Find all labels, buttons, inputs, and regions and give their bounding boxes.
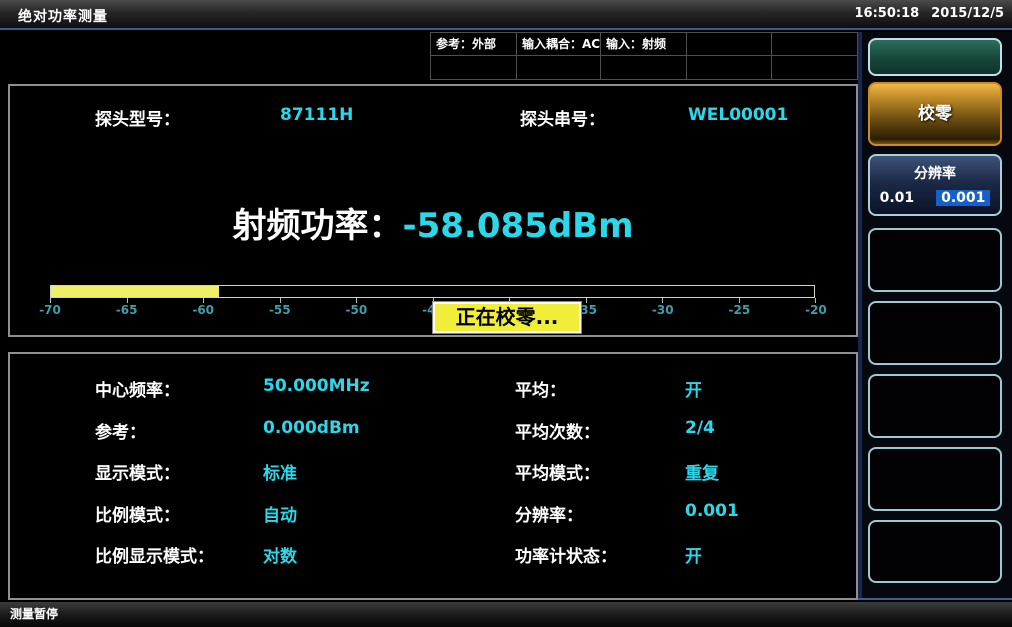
param-value: 50.000MHz <box>263 376 370 396</box>
rf-power-label: 射频功率： <box>232 206 403 246</box>
param-value: 0.000dBm <box>263 417 360 438</box>
param-row: 平均： 开 <box>515 376 855 418</box>
scale-tick-marks <box>50 298 816 303</box>
sidebar-button-blank[interactable] <box>868 228 1002 292</box>
tick-label: -25 <box>728 303 751 317</box>
probe-model-label: 探头型号： <box>95 110 180 130</box>
param-row: 分辨率： 0.001 <box>515 501 855 543</box>
measurement-panel: 探头型号： 87111H 探头串号： WEL00001 射频功率：-58.085… <box>8 84 858 337</box>
param-label: 分辨率： <box>515 505 583 526</box>
bottom-status-bar: 测量暂停 <box>0 602 1012 627</box>
param-label: 平均次数： <box>515 422 600 443</box>
probe-serial-value: WEL00001 <box>688 105 789 125</box>
sidebar-button-blank[interactable] <box>868 301 1002 365</box>
probe-model-value: 87111H <box>280 105 354 125</box>
tick-label: -60 <box>192 303 215 317</box>
rf-power-value: -58.085dBm <box>402 206 634 246</box>
zero-calibration-button[interactable]: 校零 <box>868 82 1002 146</box>
status-cell-empty <box>601 56 687 80</box>
param-value: 自动 <box>263 505 297 526</box>
param-label: 比例显示模式： <box>95 547 214 567</box>
param-value: 重复 <box>685 464 719 484</box>
status-cell-reference[interactable]: 参考：外部 <box>430 32 517 56</box>
clock: 16:50:18 2015/12/5 <box>843 6 1005 21</box>
status-cell-empty <box>430 56 517 80</box>
page-title: 绝对功率测量 <box>18 9 108 25</box>
status-cell-empty <box>517 56 601 80</box>
param-label: 参考： <box>95 422 146 443</box>
param-value: 开 <box>685 547 702 567</box>
tick-label: -30 <box>651 303 674 317</box>
sidebar-button-blank[interactable] <box>868 520 1002 583</box>
zeroing-progress-popup: 正在校零... <box>432 301 582 334</box>
sidebar-button-blank[interactable] <box>868 374 1002 438</box>
parameters-panel: 中心频率： 50.000MHz 参考： 0.000dBm 显示模式： 标准 比例模式：… <box>8 352 858 600</box>
param-value: 标准 <box>263 464 297 484</box>
params-left-column: 中心频率： 50.000MHz 参考： 0.000dBm 显示模式： 标准 比例模式：… <box>95 376 515 584</box>
status-cell-empty <box>772 56 858 80</box>
param-row: 显示模式： 标准 <box>95 459 515 501</box>
probe-serial-label: 探头串号： <box>520 110 605 130</box>
param-label: 平均： <box>515 381 566 401</box>
sidebar-button-blank[interactable] <box>868 447 1002 511</box>
params-right-column: 平均： 开 平均次数： 2/4 平均模式： 重复 分辨率： 0.001 功率计状态： 开 <box>515 376 855 584</box>
status-cell-coupling[interactable]: 输入耦合：AC <box>517 32 601 56</box>
tick-label: -50 <box>345 303 368 317</box>
resolution-button-title: 分辨率 <box>914 166 956 182</box>
param-row: 平均次数： 2/4 <box>515 418 855 460</box>
param-label: 功率计状态： <box>515 547 617 567</box>
param-row: 平均模式： 重复 <box>515 459 855 501</box>
tick-label: -55 <box>268 303 291 317</box>
param-row: 比例模式： 自动 <box>95 501 515 543</box>
resolution-option-0001-selected[interactable]: 0.001 <box>936 190 991 206</box>
param-row: 功率计状态： 开 <box>515 542 855 584</box>
status-cell-input[interactable]: 输入：射频 <box>601 32 687 56</box>
tick-label: -65 <box>115 303 138 317</box>
sidebar-button-active-blank[interactable] <box>868 38 1002 76</box>
status-cell-empty <box>687 32 772 56</box>
param-label: 比例模式： <box>95 505 180 526</box>
input-status-table: 参考：外部 输入耦合：AC 输入：射频 <box>430 32 858 80</box>
power-level-bar <box>50 285 815 298</box>
resolution-button[interactable]: 分辨率 0.01 0.001 <box>868 154 1002 216</box>
param-label: 显示模式： <box>95 464 180 484</box>
param-value: 开 <box>685 381 702 401</box>
date-text: 2015/12/5 <box>931 6 1004 21</box>
time-text: 16:50:18 <box>854 6 920 21</box>
status-cell-empty <box>772 32 858 56</box>
param-value: 2/4 <box>685 417 715 438</box>
status-cell-empty <box>687 56 772 80</box>
param-row: 中心频率： 50.000MHz <box>95 376 515 418</box>
param-row: 参考： 0.000dBm <box>95 418 515 460</box>
measurement-state-text: 测量暂停 <box>10 607 59 621</box>
param-value: 对数 <box>263 547 297 567</box>
tick-label: -70 <box>39 303 61 317</box>
softkey-sidebar: 校零 分辨率 0.01 0.001 <box>858 32 1012 600</box>
title-bar: 绝对功率测量 16:50:18 2015/12/5 <box>0 0 1012 30</box>
tick-label: -20 <box>805 303 827 317</box>
param-row: 比例显示模式： 对数 <box>95 542 515 584</box>
power-level-fill <box>51 286 219 297</box>
param-value: 0.001 <box>685 500 739 521</box>
param-label: 平均模式： <box>515 464 600 484</box>
resolution-option-001[interactable]: 0.01 <box>879 190 915 206</box>
rf-power-reading: 射频功率：-58.085dBm <box>10 198 856 247</box>
param-label: 中心频率： <box>95 381 180 401</box>
